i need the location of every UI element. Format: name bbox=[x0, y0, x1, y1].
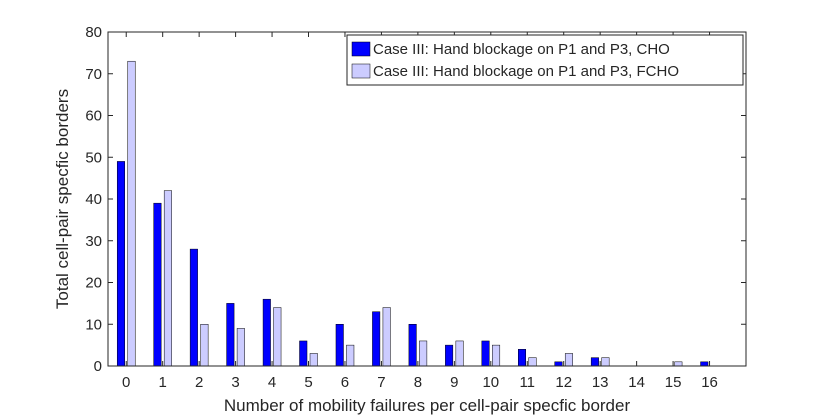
x-tick-label: 9 bbox=[450, 374, 458, 391]
bar-s2-13 bbox=[601, 357, 610, 367]
ticks-layer: 0 1 2 3 4 5 6 7 8 9 10 11 12 13 14 15 160102030405060708… bbox=[85, 24, 746, 391]
y-tick-label: 30 bbox=[85, 233, 102, 250]
bars-layer bbox=[116, 60, 709, 367]
y-tick-label: 80 bbox=[85, 24, 102, 41]
legend-box bbox=[346, 34, 744, 86]
x-tick-label: 12 bbox=[555, 374, 572, 391]
y-tick-label: 20 bbox=[85, 275, 102, 292]
bar-s1-10 bbox=[481, 340, 490, 367]
y-tick-label: 60 bbox=[85, 108, 102, 125]
bar-s1-11 bbox=[518, 349, 527, 367]
bar-s1-13 bbox=[590, 357, 599, 367]
x-tick-label: 10 bbox=[482, 374, 499, 391]
x-tick-label: 1 bbox=[159, 374, 167, 391]
legend: Case III: Hand blockage on P1 and P3, CH… bbox=[346, 34, 744, 86]
bar-s2-7 bbox=[382, 307, 391, 367]
legend-label-2: Case III: Hand blockage on P1 and P3, FC… bbox=[373, 63, 679, 80]
y-tick-label: 50 bbox=[85, 149, 102, 166]
legend-label-1: Case III: Hand blockage on P1 and P3, CH… bbox=[373, 41, 670, 58]
x-tick-label: 7 bbox=[377, 374, 385, 391]
bar-s1-8 bbox=[408, 324, 417, 367]
bar-s2-2 bbox=[200, 324, 209, 367]
bar-s1-3 bbox=[226, 303, 235, 367]
x-tick-label: 4 bbox=[268, 374, 276, 391]
x-tick-label: 14 bbox=[628, 374, 645, 391]
bar-s1-1 bbox=[153, 202, 162, 367]
bar-s1-4 bbox=[262, 298, 271, 367]
y-tick-label: 0 bbox=[94, 358, 102, 375]
x-tick-label: 13 bbox=[592, 374, 609, 391]
y-tick-label: 70 bbox=[85, 66, 102, 83]
bar-s1-5 bbox=[299, 340, 308, 367]
x-axis-label: Number of mobility failures per cell-pai… bbox=[224, 396, 631, 415]
legend-swatch-2 bbox=[351, 63, 371, 79]
legend-swatch-1 bbox=[351, 41, 371, 57]
y-tick-label: 10 bbox=[85, 316, 102, 333]
bar-s1-6 bbox=[335, 324, 344, 367]
x-tick-label: 16 bbox=[701, 374, 718, 391]
bar-s2-6 bbox=[346, 344, 355, 367]
x-tick-label: 6 bbox=[341, 374, 349, 391]
x-tick-label: 15 bbox=[665, 374, 682, 391]
x-tick-label: 0 bbox=[122, 374, 130, 391]
bar-s2-3 bbox=[236, 328, 245, 367]
x-tick-label: 5 bbox=[304, 374, 312, 391]
bar-s2-11 bbox=[528, 357, 537, 367]
y-axis-label: Total cell-pair specfic borders bbox=[53, 89, 72, 309]
bar-s1-7 bbox=[372, 311, 381, 367]
bar-s1-16 bbox=[700, 361, 709, 367]
bar-s2-15 bbox=[674, 361, 683, 367]
bar-s2-12 bbox=[564, 353, 573, 367]
bar-s2-1 bbox=[163, 190, 172, 367]
x-tick-label: 2 bbox=[195, 374, 203, 391]
bar-s2-10 bbox=[492, 344, 501, 367]
bar-s2-8 bbox=[419, 340, 428, 367]
x-tick-label: 8 bbox=[414, 374, 422, 391]
x-tick-label: 3 bbox=[231, 374, 239, 391]
bar-s2-4 bbox=[273, 307, 282, 367]
y-tick-label: 40 bbox=[85, 191, 102, 208]
x-tick-label: 11 bbox=[519, 374, 535, 391]
bar-s2-5 bbox=[309, 353, 318, 367]
bar-s1-0 bbox=[116, 161, 125, 367]
bar-s1-12 bbox=[554, 361, 563, 367]
bar-s1-9 bbox=[445, 344, 454, 367]
bar-s1-2 bbox=[189, 248, 198, 367]
bar-s2-9 bbox=[455, 340, 464, 367]
bar-s2-0 bbox=[127, 60, 136, 367]
